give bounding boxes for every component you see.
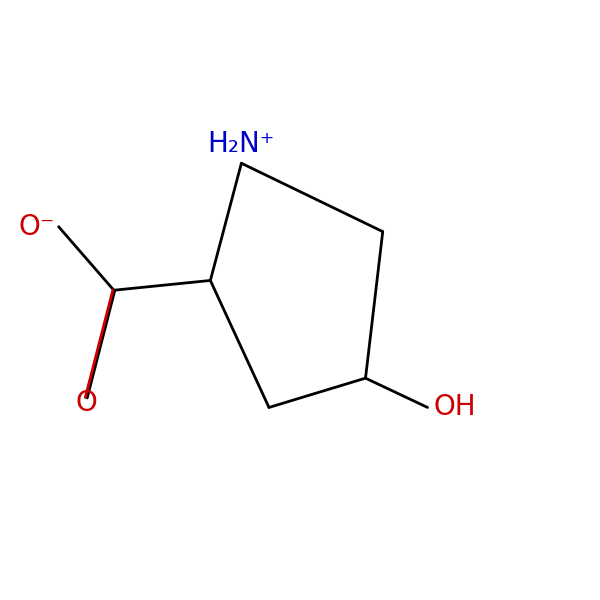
Text: H₂N⁺: H₂N⁺ <box>208 130 275 158</box>
Text: O: O <box>76 389 97 416</box>
Text: OH: OH <box>433 394 476 421</box>
Text: O⁻: O⁻ <box>19 213 55 241</box>
